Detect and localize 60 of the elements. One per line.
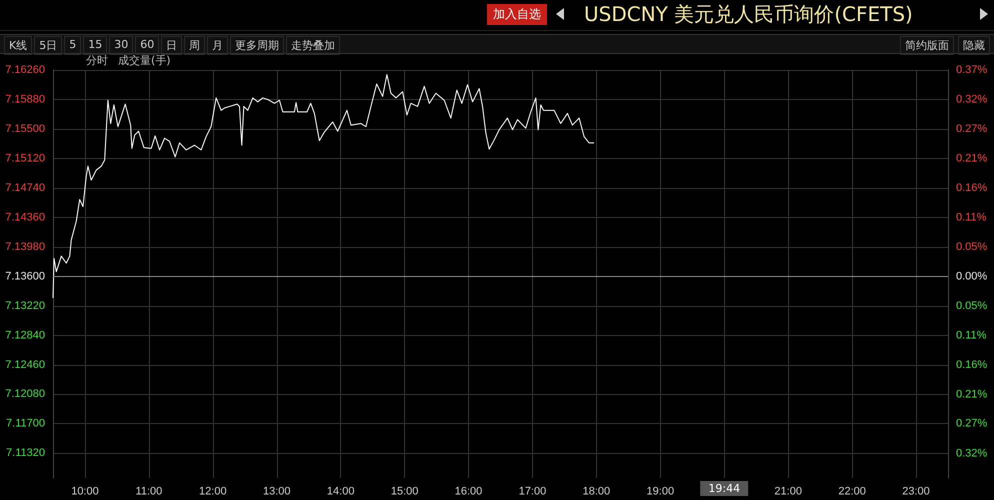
x-tick-label: 13:00 xyxy=(262,486,291,498)
y-tick-label: 7.14360 xyxy=(5,211,45,224)
text: 60 xyxy=(135,36,160,55)
y2-tick-label: 0.16% xyxy=(956,182,988,194)
y-tick-label: 7.15880 xyxy=(5,93,45,106)
text: 日 xyxy=(161,36,182,55)
x-tick-label: 18:00 xyxy=(582,486,610,498)
text: 5日 xyxy=(34,36,62,55)
y2-tick-label: 0.21% xyxy=(956,388,988,400)
y-tick-label: 7.11700 xyxy=(6,418,45,430)
y-tick-label: 7.13980 xyxy=(5,240,45,253)
x-tick-label: 22:00 xyxy=(838,486,866,498)
text: 成交量(手) xyxy=(118,53,171,68)
text: 月 xyxy=(207,36,228,55)
y-tick-label: 7.11320 xyxy=(6,447,45,460)
y-tick-label: 7.12840 xyxy=(5,329,45,342)
chart-title: USDCNY 美元兑人民币询价(CFETS) xyxy=(584,1,913,28)
x-tick-label: 11:00 xyxy=(136,486,162,498)
text: 隐藏 xyxy=(958,36,990,55)
x-tick-label: 19:00 xyxy=(646,486,674,498)
y2-tick-label: 0.16% xyxy=(956,359,988,372)
text: 走势叠加 xyxy=(286,36,340,55)
y2-tick-label: 0.27% xyxy=(956,123,988,136)
x-tick-label: 12:00 xyxy=(199,486,227,498)
x-tick-label: 10:00 xyxy=(71,486,99,498)
y-tick-label: 7.16260 xyxy=(5,64,45,76)
text: 30 xyxy=(109,36,134,55)
text: 19:44 xyxy=(700,481,748,496)
x-tick-label: 16:00 xyxy=(454,486,482,498)
x-tick-label: 17:00 xyxy=(518,486,546,498)
y-tick-label: 7.15120 xyxy=(5,152,45,164)
y2-tick-label: 0.11% xyxy=(956,330,987,342)
y-tick-label: 7.15500 xyxy=(5,122,45,135)
y-tick-label: 7.13600 xyxy=(5,270,45,282)
y2-tick-label: 0.27% xyxy=(956,418,988,430)
y2-tick-label: 0.32% xyxy=(956,93,988,106)
x-tick-label: 21:00 xyxy=(774,486,802,498)
y2-tick-label: 0.05% xyxy=(956,241,988,254)
y2-tick-label: 0.21% xyxy=(956,152,988,165)
y2-tick-label: 0.05% xyxy=(956,300,988,312)
x-tick-label: 15:00 xyxy=(390,486,418,498)
x-tick-label: 14:00 xyxy=(326,486,354,498)
text: 更多周期 xyxy=(230,36,284,55)
x-tick-label: 23:00 xyxy=(902,486,930,498)
y2-tick-label: 0.37% xyxy=(956,64,988,76)
y2-tick-label: 0.00% xyxy=(956,270,988,282)
text: 周 xyxy=(184,36,206,55)
line-series xyxy=(52,74,595,299)
y2-tick-label: 0.32% xyxy=(956,448,988,460)
text: 分时 xyxy=(86,53,108,68)
y2-tick-label: 0.11% xyxy=(956,211,987,224)
y-tick-label: 7.14740 xyxy=(5,182,45,194)
text: 15 xyxy=(83,36,108,55)
text: K线 xyxy=(4,36,32,55)
text: 5 xyxy=(64,36,82,55)
y-tick-label: 7.13220 xyxy=(5,300,45,312)
text: 简约版面 xyxy=(900,36,954,55)
text: 加入自选 xyxy=(487,4,547,25)
y-tick-label: 7.12080 xyxy=(5,388,45,400)
y-tick-label: 7.12460 xyxy=(5,358,45,371)
